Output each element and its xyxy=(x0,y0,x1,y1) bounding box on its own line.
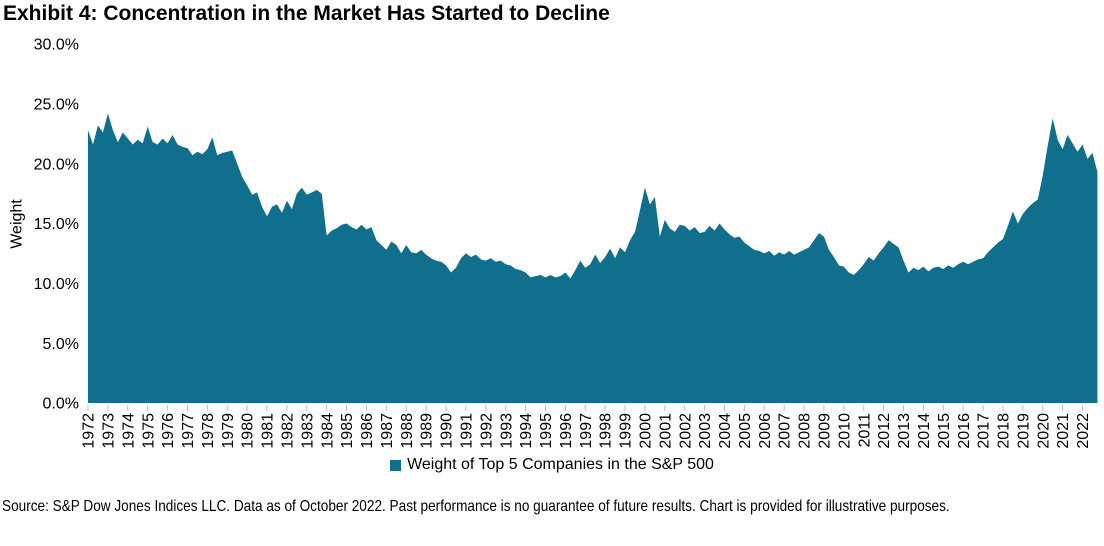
x-axis-tick-label: 1986 xyxy=(359,413,376,449)
x-axis-tick-label: 1994 xyxy=(518,413,535,449)
x-axis-tick-label: 1980 xyxy=(240,413,257,449)
x-axis-tick-label: 2002 xyxy=(677,413,694,449)
x-axis-tick-label: 1995 xyxy=(538,413,555,449)
x-axis-tick-label: 2006 xyxy=(757,413,774,449)
x-axis-tick-label: 2018 xyxy=(996,413,1013,449)
x-axis-tick-label: 1984 xyxy=(319,413,336,449)
x-axis-tick-label: 1993 xyxy=(498,413,515,449)
y-axis-tick-label: 0.0% xyxy=(43,396,79,413)
x-axis-tick-label: 2008 xyxy=(797,413,814,449)
x-axis-tick-label: 1998 xyxy=(598,413,615,449)
page-title: Exhibit 4: Concentration in the Market H… xyxy=(3,2,610,25)
x-axis-tick-label: 1983 xyxy=(299,413,316,449)
x-axis-tick-label: 1987 xyxy=(379,413,396,449)
x-axis-tick-label: 1981 xyxy=(260,413,277,449)
x-axis-tick-label: 1999 xyxy=(618,413,635,449)
x-axis-tick-label: 1989 xyxy=(419,413,436,449)
x-axis-tick-label: 2022 xyxy=(1075,413,1092,449)
x-axis-tick-label: 1997 xyxy=(578,413,595,449)
x-axis-tick-label: 1973 xyxy=(100,413,117,449)
x-axis-tick-label: 1975 xyxy=(140,413,157,449)
y-axis-tick-label: 5.0% xyxy=(43,336,79,353)
x-axis-tick-label: 2000 xyxy=(638,413,655,449)
area-series xyxy=(88,113,1098,403)
x-axis-tick-label: 1988 xyxy=(399,413,416,449)
legend-marker xyxy=(390,459,402,471)
y-axis-tick-label: 10.0% xyxy=(34,276,79,293)
source-note: Source: S&P Dow Jones Indices LLC. Data … xyxy=(2,498,950,515)
x-axis-tick-label: 1996 xyxy=(558,413,575,449)
legend-label: Weight of Top 5 Companies in the S&P 500 xyxy=(407,456,714,473)
x-axis-tick-label: 2009 xyxy=(817,413,834,449)
x-axis-tick-label: 2005 xyxy=(737,413,754,449)
x-axis-tick-label: 2021 xyxy=(1055,413,1072,449)
y-axis-title: Weight xyxy=(9,199,26,249)
x-axis-tick-label: 1992 xyxy=(478,413,495,449)
x-axis-tick-label: 2017 xyxy=(976,413,993,449)
x-axis-tick-label: 2013 xyxy=(896,413,913,449)
x-axis-tick-label: 1982 xyxy=(280,413,297,449)
legend: Weight of Top 5 Companies in the S&P 500 xyxy=(0,456,1104,474)
x-axis-tick-label: 1972 xyxy=(81,413,98,449)
x-axis-tick-label: 2012 xyxy=(876,413,893,449)
x-axis-tick-label: 2001 xyxy=(657,413,674,449)
x-axis-tick-label: 2016 xyxy=(956,413,973,449)
x-axis-tick-label: 2011 xyxy=(856,413,873,448)
x-axis-tick-label: 2010 xyxy=(836,413,853,449)
x-axis-tick-label: 1979 xyxy=(220,413,237,449)
x-axis-tick-label: 2015 xyxy=(936,413,953,449)
y-axis-tick-label: 15.0% xyxy=(34,216,79,233)
y-axis-tick-label: 30.0% xyxy=(34,37,79,54)
x-axis-tick-label: 2020 xyxy=(1035,413,1052,449)
x-axis-tick-label: 2007 xyxy=(777,413,794,449)
x-axis-tick-label: 2019 xyxy=(1015,413,1032,449)
x-axis-tick-label: 1977 xyxy=(180,413,197,449)
x-axis-tick-label: 2003 xyxy=(697,413,714,449)
concentration-area-chart: 30.0% 25.0% 20.0% 15.0% 10.0% 5.0% 0.0% Weight 1… xyxy=(9,37,1098,449)
y-axis-tick-label: 25.0% xyxy=(34,96,79,113)
x-axis-tick-label: 1990 xyxy=(439,413,456,449)
y-axis-tick-label: 20.0% xyxy=(34,156,79,173)
x-axis-tick-label: 1978 xyxy=(200,413,217,449)
x-axis-tick-label: 1985 xyxy=(339,413,356,449)
x-axis-tick-label: 1974 xyxy=(120,413,137,449)
x-axis-tick-label: 1976 xyxy=(160,413,177,449)
x-axis-tick-label: 2004 xyxy=(717,413,734,449)
x-axis-tick-label: 2014 xyxy=(916,413,933,449)
x-axis-tick-label: 1991 xyxy=(459,413,476,449)
